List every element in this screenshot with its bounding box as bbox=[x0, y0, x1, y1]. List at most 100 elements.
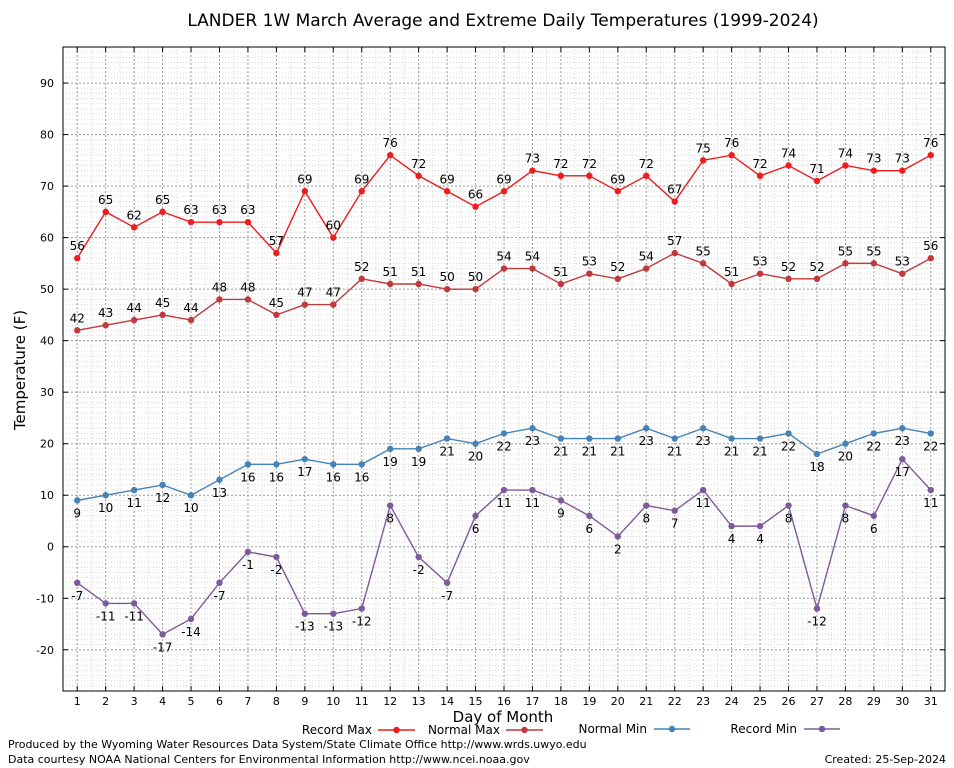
record-min-data-label: 2 bbox=[614, 542, 622, 556]
record-min-data-label: 8 bbox=[642, 512, 650, 526]
x-tick-label: 20 bbox=[611, 695, 625, 708]
record-max-point bbox=[187, 218, 195, 226]
normal-max-point bbox=[443, 285, 451, 293]
x-tick-label: 26 bbox=[782, 695, 796, 708]
record-max-data-label: 75 bbox=[696, 141, 711, 155]
x-tick-label: 8 bbox=[273, 695, 280, 708]
record-min-point bbox=[273, 553, 280, 561]
record-min-data-label: -13 bbox=[323, 620, 343, 634]
normal-max-data-label: 42 bbox=[70, 311, 85, 325]
record-max-point bbox=[102, 208, 109, 216]
record-max-data-label: 72 bbox=[553, 157, 568, 171]
normal-max-point bbox=[187, 316, 195, 324]
normal-min-data-label: 16 bbox=[326, 470, 341, 484]
record-min-point bbox=[614, 533, 622, 540]
record-max-point bbox=[443, 188, 451, 195]
record-max-point bbox=[586, 172, 593, 179]
normal-max-point bbox=[130, 316, 138, 324]
normal-min-data-label: 23 bbox=[639, 434, 654, 448]
normal-max-point bbox=[785, 275, 792, 283]
record-min-point bbox=[643, 502, 650, 509]
normal-max-data-label: 44 bbox=[126, 301, 141, 315]
record-min-data-label: 6 bbox=[472, 522, 480, 536]
record-max-data-label: 72 bbox=[582, 157, 597, 171]
record-min-data-label: -12 bbox=[352, 615, 372, 629]
record-max-point bbox=[671, 198, 678, 205]
normal-max-point bbox=[216, 296, 223, 303]
x-tick-label: 23 bbox=[696, 695, 710, 708]
record-min-point bbox=[927, 486, 934, 494]
normal-max-data-label: 55 bbox=[838, 244, 853, 258]
x-tick-label: 29 bbox=[867, 695, 881, 708]
normal-max-data-label: 52 bbox=[809, 260, 824, 274]
normal-max-data-label: 43 bbox=[98, 306, 113, 320]
record-min-point bbox=[756, 522, 764, 530]
record-min-point bbox=[187, 615, 195, 623]
record-min-data-label: 4 bbox=[728, 532, 736, 546]
normal-max-point bbox=[557, 280, 565, 288]
normal-min-data-label: 23 bbox=[895, 434, 910, 448]
normal-max-data-label: 52 bbox=[610, 260, 625, 274]
record-max-point bbox=[756, 172, 764, 179]
record-max-point bbox=[159, 208, 166, 216]
record-min-point bbox=[813, 605, 821, 612]
record-max-data-label: 72 bbox=[411, 157, 426, 171]
record-max-data-label: 63 bbox=[212, 203, 227, 217]
record-min-point bbox=[500, 486, 508, 494]
normal-max-point bbox=[330, 301, 337, 308]
normal-max-data-label: 54 bbox=[496, 250, 511, 264]
x-tick-label: 27 bbox=[810, 695, 824, 708]
record-max-point bbox=[643, 172, 650, 179]
normal-min-point bbox=[813, 450, 821, 458]
x-tick-label: 18 bbox=[554, 695, 568, 708]
record-min-point bbox=[842, 502, 849, 509]
x-axis-label: Day of Month bbox=[453, 708, 554, 726]
legend-label-normal-min: Normal Min bbox=[578, 722, 647, 736]
record-min-point bbox=[671, 507, 678, 514]
normal-max-point bbox=[756, 270, 764, 277]
y-tick-label: 50 bbox=[40, 283, 54, 296]
record-min-data-label: -14 bbox=[181, 625, 201, 639]
normal-max-data-label: 52 bbox=[781, 260, 796, 274]
normal-max-point bbox=[643, 265, 650, 272]
record-min-point bbox=[330, 610, 337, 617]
normal-min-point bbox=[244, 461, 252, 468]
record-max-point bbox=[728, 151, 735, 159]
record-max-point bbox=[244, 218, 252, 226]
normal-max-data-label: 54 bbox=[525, 250, 540, 264]
record-min-data-label: -13 bbox=[295, 620, 315, 634]
record-max-point bbox=[130, 224, 138, 231]
normal-min-point bbox=[386, 445, 394, 453]
record-max-data-label: 67 bbox=[667, 183, 682, 197]
record-max-point bbox=[273, 249, 280, 257]
normal-min-data-label: 20 bbox=[838, 450, 853, 464]
record-max-data-label: 65 bbox=[155, 193, 170, 207]
normal-max-data-label: 54 bbox=[639, 250, 654, 264]
record-max-point bbox=[785, 162, 792, 169]
normal-max-point bbox=[614, 275, 622, 283]
x-tick-label: 6 bbox=[216, 695, 223, 708]
y-tick-label: 90 bbox=[40, 77, 54, 90]
normal-max-data-label: 51 bbox=[383, 265, 398, 279]
record-min-data-label: -7 bbox=[71, 589, 83, 603]
record-min-point bbox=[472, 512, 479, 520]
record-min-point bbox=[74, 579, 81, 587]
record-max-data-label: 57 bbox=[269, 234, 284, 248]
record-min-point bbox=[386, 502, 394, 509]
normal-min-data-label: 21 bbox=[582, 445, 597, 459]
normal-min-data-label: 21 bbox=[439, 445, 454, 459]
record-max-data-label: 69 bbox=[496, 172, 511, 186]
normal-min-point bbox=[842, 440, 849, 447]
normal-min-point bbox=[500, 430, 508, 437]
normal-min-data-label: 10 bbox=[98, 501, 113, 515]
record-max-data-label: 66 bbox=[468, 188, 483, 202]
normal-max-data-label: 53 bbox=[752, 255, 767, 269]
producer-credit: Produced by the Wyoming Water Resources … bbox=[8, 738, 587, 751]
normal-max-point bbox=[244, 296, 252, 303]
normal-min-data-label: 10 bbox=[183, 501, 198, 515]
legend-label-record-max: Record Max bbox=[302, 723, 372, 737]
normal-min-point bbox=[643, 425, 650, 432]
y-tick-label: 40 bbox=[40, 335, 54, 348]
